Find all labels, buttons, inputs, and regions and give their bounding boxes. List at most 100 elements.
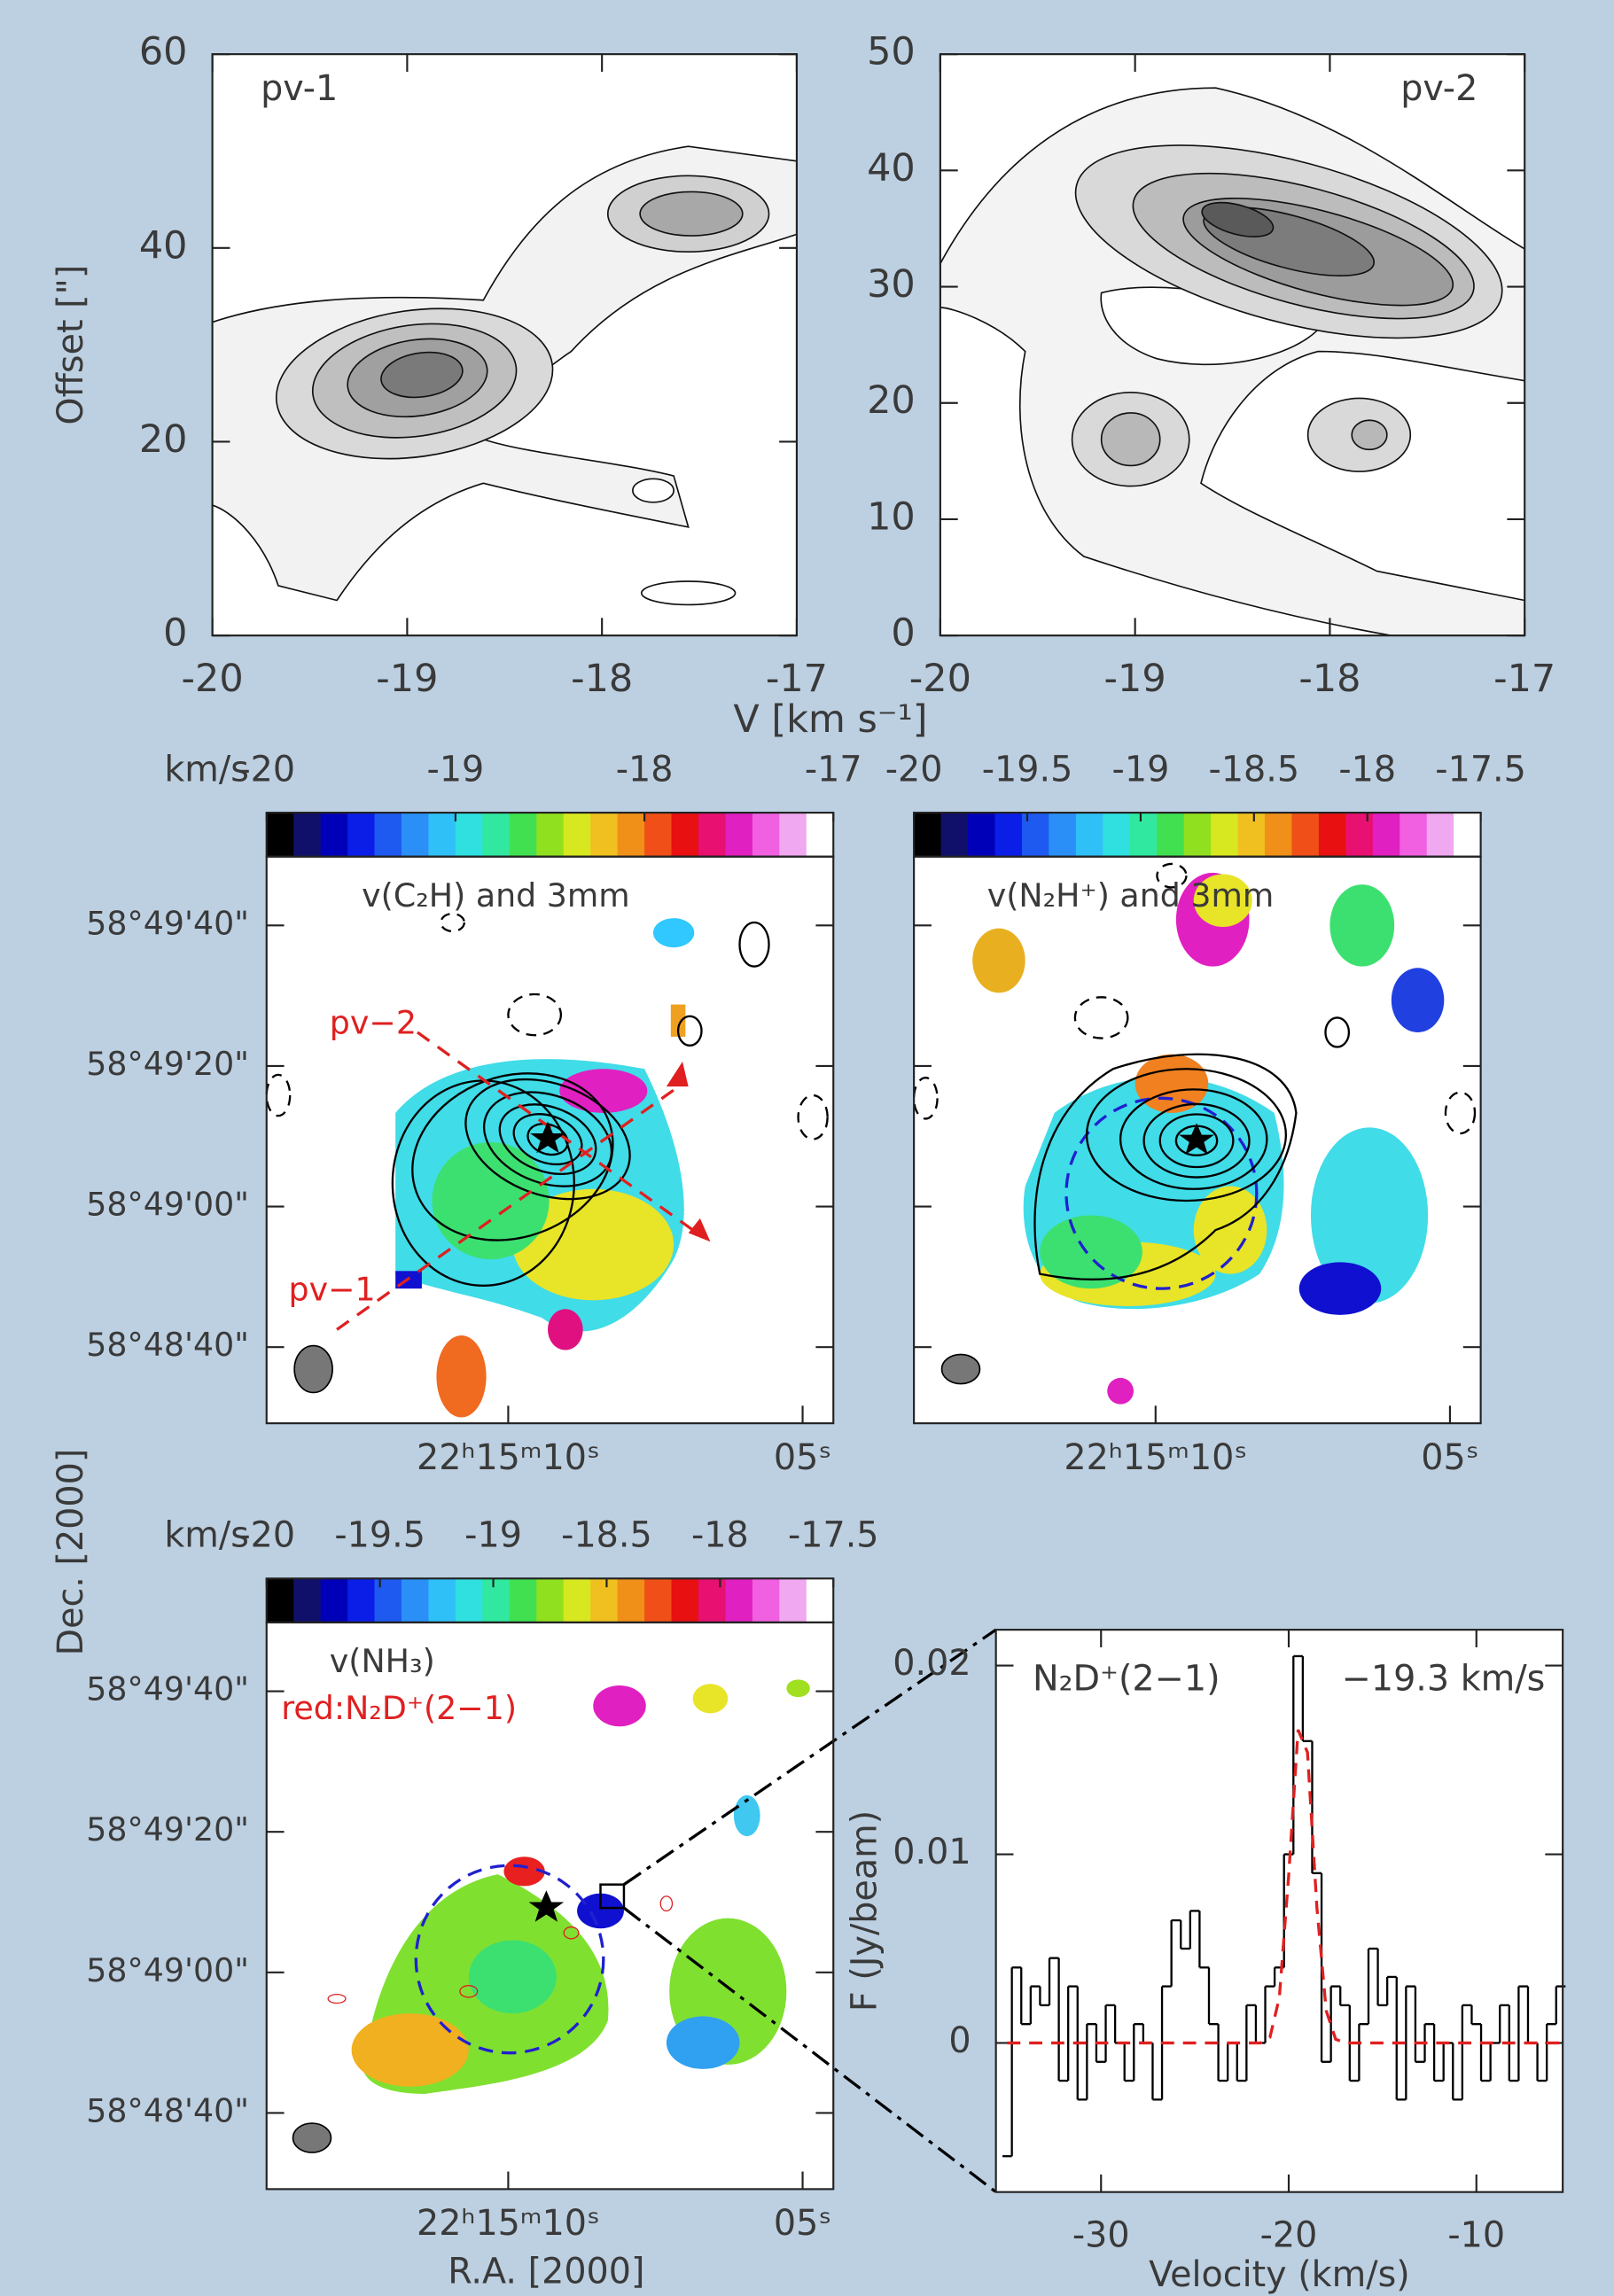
colorbar-cell: [1372, 813, 1401, 857]
colorbar-cell: [725, 813, 753, 857]
colorbar-cell: [752, 1578, 781, 1623]
y-tick-label: 58°48'40": [86, 2091, 249, 2129]
colorbar-cell: [509, 1578, 538, 1623]
colorbar-cell: [671, 813, 699, 857]
colorbar-tick-label: -19: [1112, 749, 1170, 790]
panel-sublabel: red:N₂D⁺(2−1): [281, 1689, 517, 1727]
colorbar-cell: [293, 1578, 322, 1623]
y-axis-title: Offset ["]: [51, 265, 91, 425]
colorbar-cell: [1021, 813, 1050, 857]
colorbar-cell: [644, 1578, 673, 1623]
colorbar-unit: km/s: [164, 1515, 249, 1556]
y-tick-label: 58°49'00": [86, 1951, 249, 1989]
y-tick-label: 58°49'40": [86, 1670, 249, 1708]
panel-label: pv-1: [261, 68, 338, 109]
colorbar-cell: [806, 1578, 835, 1623]
y-axis-title: Dec. [2000]: [51, 1449, 91, 1656]
plot-frame: [913, 855, 1482, 1425]
y-tick-label: 58°49'00": [86, 1186, 249, 1224]
y-tick-label: 58°49'20": [86, 1045, 249, 1083]
colorbar-cell: [536, 1578, 565, 1623]
y-tick-label: 30: [867, 262, 916, 307]
spectrum-background: [995, 1630, 1563, 2192]
panel-label: v(N₂H⁺) and 3mm: [987, 876, 1275, 915]
colorbar-cell: [725, 1578, 753, 1623]
colorbar-cell: [671, 1578, 699, 1623]
x-tick-label: -18: [571, 657, 633, 701]
colorbar-cell: [644, 813, 673, 857]
y-tick-label: 60: [139, 30, 188, 74]
colorbar-cell: [1049, 813, 1077, 857]
colorbar-cell: [293, 813, 322, 857]
colorbar-cell: [320, 1578, 348, 1623]
colorbar-cell: [402, 1578, 430, 1623]
colorbar-cell: [266, 1578, 295, 1623]
colorbar-cell: [1075, 813, 1104, 857]
colorbar-tick-label: -18.5: [561, 1515, 652, 1556]
x-tick-label: -19: [1104, 657, 1166, 701]
colorbar-cell: [563, 813, 592, 857]
y-tick-label: 40: [867, 146, 916, 191]
panel-label: v(NH₃): [330, 1642, 435, 1680]
x-tick-label: -17: [766, 657, 828, 701]
panel-label: pv-2: [1400, 68, 1478, 109]
colorbar-cell: [1237, 813, 1266, 857]
colorbar-cell: [940, 813, 969, 857]
colorbar-cell: [374, 1578, 402, 1623]
x-tick-label: -20: [1260, 2214, 1318, 2255]
colorbar-cell: [779, 813, 807, 857]
colorbar-tick-label: -19.5: [334, 1515, 425, 1556]
colorbar-cell: [482, 1578, 511, 1623]
y-tick-label: 58°49'40": [86, 904, 249, 942]
colorbar-cell: [617, 1578, 645, 1623]
colorbar-cell: [320, 813, 348, 857]
colorbar-tick-label: -18: [616, 749, 674, 790]
colorbar-tick-label: -17.5: [788, 1515, 879, 1556]
x-tick-label: -30: [1072, 2214, 1130, 2255]
map3-image: [266, 1622, 997, 2193]
colorbar-unit: km/s: [164, 749, 249, 790]
colorbar-cell: [1345, 813, 1374, 857]
colorbar-cell: [455, 1578, 484, 1623]
colorbar-tick-label: -18.5: [1209, 749, 1300, 790]
colorbar-cell: [1183, 813, 1212, 857]
colorbar-cell: [1291, 813, 1320, 857]
colorbar-tick-label: -17: [805, 749, 862, 790]
colorbar-cell: [617, 813, 645, 857]
colorbar-cell: [779, 1578, 807, 1623]
y-tick-label: 58°49'20": [86, 1810, 249, 1848]
y-tick-label: 0.02: [893, 1643, 971, 1684]
map2-image: [912, 856, 1481, 1424]
x-tick-label: -20: [909, 657, 971, 701]
annotation: pv−2: [330, 1004, 417, 1042]
x-tick-label: 22ʰ15ᵐ10ˢ: [417, 2203, 600, 2244]
colorbar-cell: [806, 813, 835, 857]
colorbar-cell: [266, 813, 295, 857]
colorbar-cell: [374, 813, 402, 857]
colorbar-tick-label: -19: [427, 749, 485, 790]
x-axis-title: Velocity (km/s): [1149, 2254, 1410, 2295]
y-tick-label: 10: [867, 494, 916, 539]
x-tick-label: 22ʰ15ᵐ10ˢ: [1064, 1437, 1247, 1478]
colorbar-cell: [428, 813, 456, 857]
colorbar-cell: [1157, 813, 1185, 857]
x-tick-label: -10: [1447, 2214, 1505, 2255]
y-tick-label: 0: [948, 2020, 971, 2061]
colorbar-tick-label: -18: [1338, 749, 1396, 790]
annotation: pv−1: [289, 1270, 376, 1308]
colorbar-cell: [509, 813, 538, 857]
y-tick-label: 58°48'40": [86, 1326, 249, 1364]
pv2-contours: [940, 54, 1526, 636]
colorbar-cell: [994, 813, 1023, 857]
colorbar-cell: [402, 813, 430, 857]
colorbar-tick-label: -19: [464, 1515, 522, 1556]
colorbar-cell: [1129, 813, 1158, 857]
plot-frame: [211, 53, 799, 637]
colorbar-cell: [752, 813, 781, 857]
fit-line: [1007, 1729, 1562, 2045]
colorbar-cell: [455, 813, 484, 857]
map1-image: [265, 856, 834, 1424]
colorbar-cell: [698, 1578, 727, 1623]
